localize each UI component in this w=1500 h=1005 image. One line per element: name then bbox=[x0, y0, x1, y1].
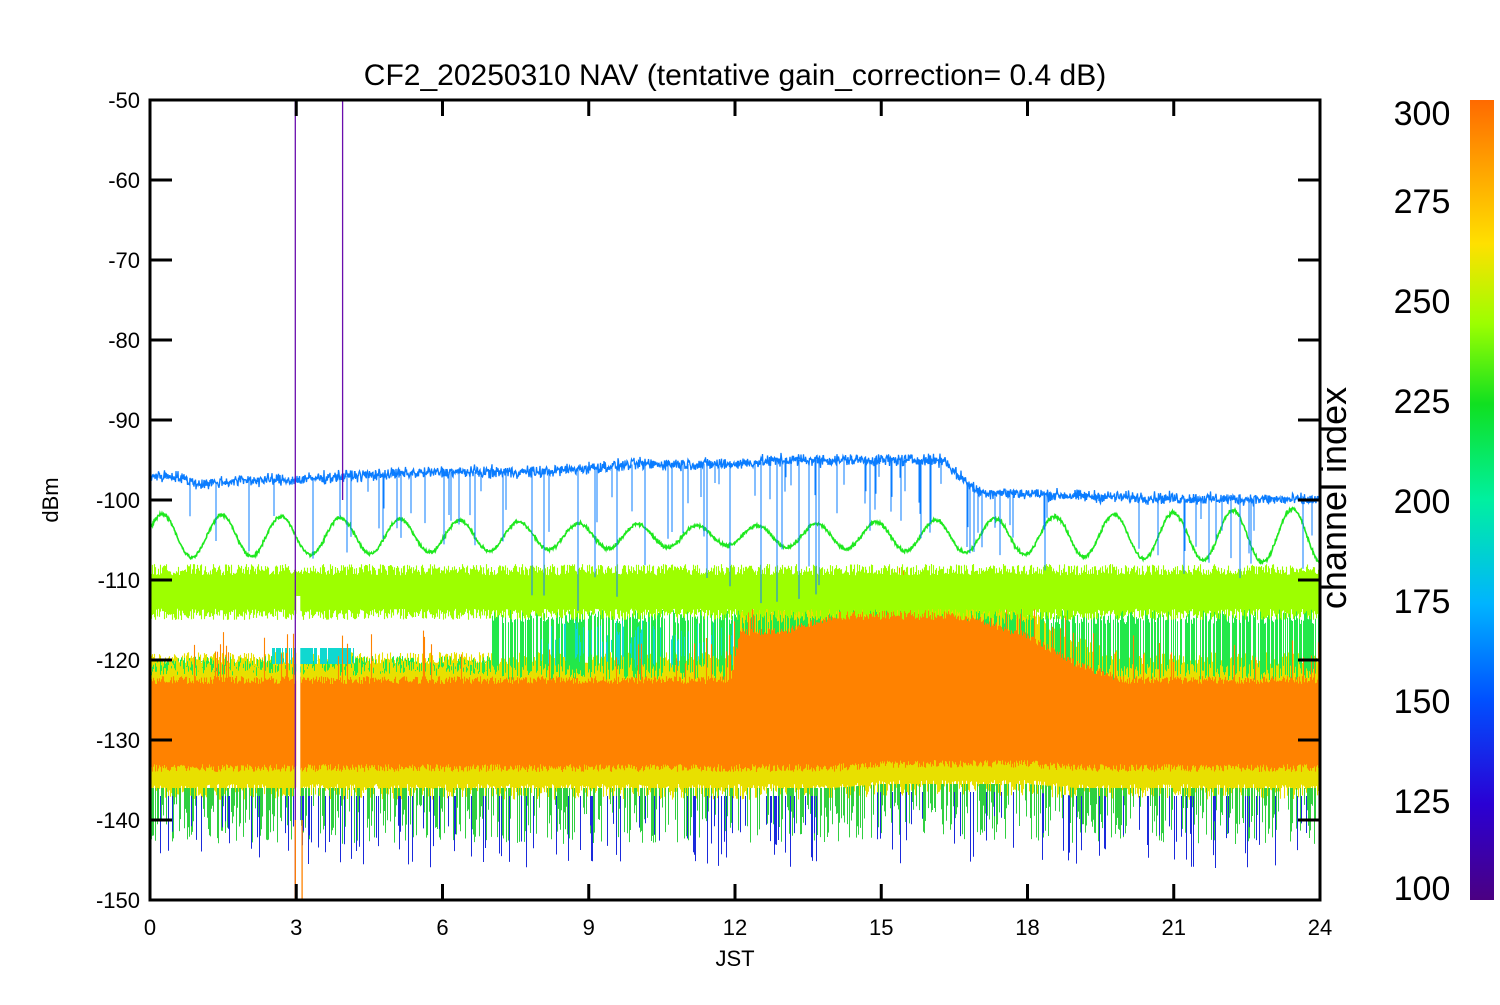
colorbar-tick-label-6: 150 bbox=[1394, 683, 1451, 721]
x-tick-label-5: 15 bbox=[869, 915, 893, 940]
x-tick-label-4: 12 bbox=[723, 915, 747, 940]
series-ch260 bbox=[150, 564, 1320, 620]
y-tick-label-9: -140 bbox=[96, 808, 140, 833]
y-tick-label-6: -110 bbox=[98, 568, 140, 593]
x-tick-label-8: 24 bbox=[1308, 915, 1332, 940]
x-tick-label-3: 9 bbox=[583, 915, 595, 940]
colorbar-tick-label-3: 225 bbox=[1394, 383, 1451, 421]
colorbar-tick-label-4: 200 bbox=[1394, 483, 1451, 521]
chart-title: CF2_20250310 NAV (tentative gain_correct… bbox=[364, 59, 1106, 92]
y-tick-label-0: -50 bbox=[108, 88, 140, 113]
series-cyan-patches bbox=[272, 620, 735, 668]
series-halo-blue bbox=[160, 792, 1307, 868]
x-tick-label-0: 0 bbox=[144, 915, 156, 940]
y-tick-label-10: -150 bbox=[96, 888, 140, 913]
y-tick-label-8: -130 bbox=[96, 728, 140, 753]
data-gap bbox=[296, 596, 301, 900]
y-tick-label-5: -100 bbox=[96, 488, 140, 513]
series-ch150 bbox=[150, 452, 1320, 507]
x-tick-label-7: 21 bbox=[1162, 915, 1186, 940]
colorbar-tick-label-0: 300 bbox=[1394, 95, 1451, 133]
x-tick-label-6: 18 bbox=[1015, 915, 1039, 940]
colorbar-tick-label-2: 250 bbox=[1394, 283, 1451, 321]
colorbar-tick-label-5: 175 bbox=[1394, 583, 1451, 621]
colorbar-tick-label-7: 125 bbox=[1394, 783, 1451, 821]
y-tick-label-4: -90 bbox=[108, 408, 140, 433]
y-axis-ticks: -50 -60 -70 -80 -90 -100 -110 -120 -130 -140 -150 bbox=[96, 88, 1320, 913]
colorbar-label: channel index bbox=[1313, 387, 1354, 609]
x-tick-label-2: 6 bbox=[436, 915, 448, 940]
x-tick-label-1: 3 bbox=[290, 915, 302, 940]
y-tick-label-2: -70 bbox=[108, 248, 140, 273]
series-ch225 bbox=[150, 506, 1320, 566]
colorbar-tick-label-8: 100 bbox=[1394, 870, 1451, 908]
x-axis-ticks: 0 3 6 9 12 15 18 21 24 bbox=[144, 100, 1332, 940]
colorbar-ticks: 300 275 250 225 200 175 150 125 100 bbox=[1394, 95, 1451, 908]
y-tick-label-7: -120 bbox=[96, 648, 140, 673]
x-axis-label: JST bbox=[715, 946, 754, 971]
colorbar bbox=[1470, 100, 1494, 900]
y-tick-label-1: -60 bbox=[108, 168, 140, 193]
series-ch150-dips bbox=[189, 460, 1313, 611]
y-tick-label-3: -80 bbox=[108, 328, 140, 353]
plot-area bbox=[150, 100, 1320, 900]
y-axis-label: dBm bbox=[38, 477, 63, 522]
colorbar-tick-label-1: 275 bbox=[1394, 183, 1451, 221]
